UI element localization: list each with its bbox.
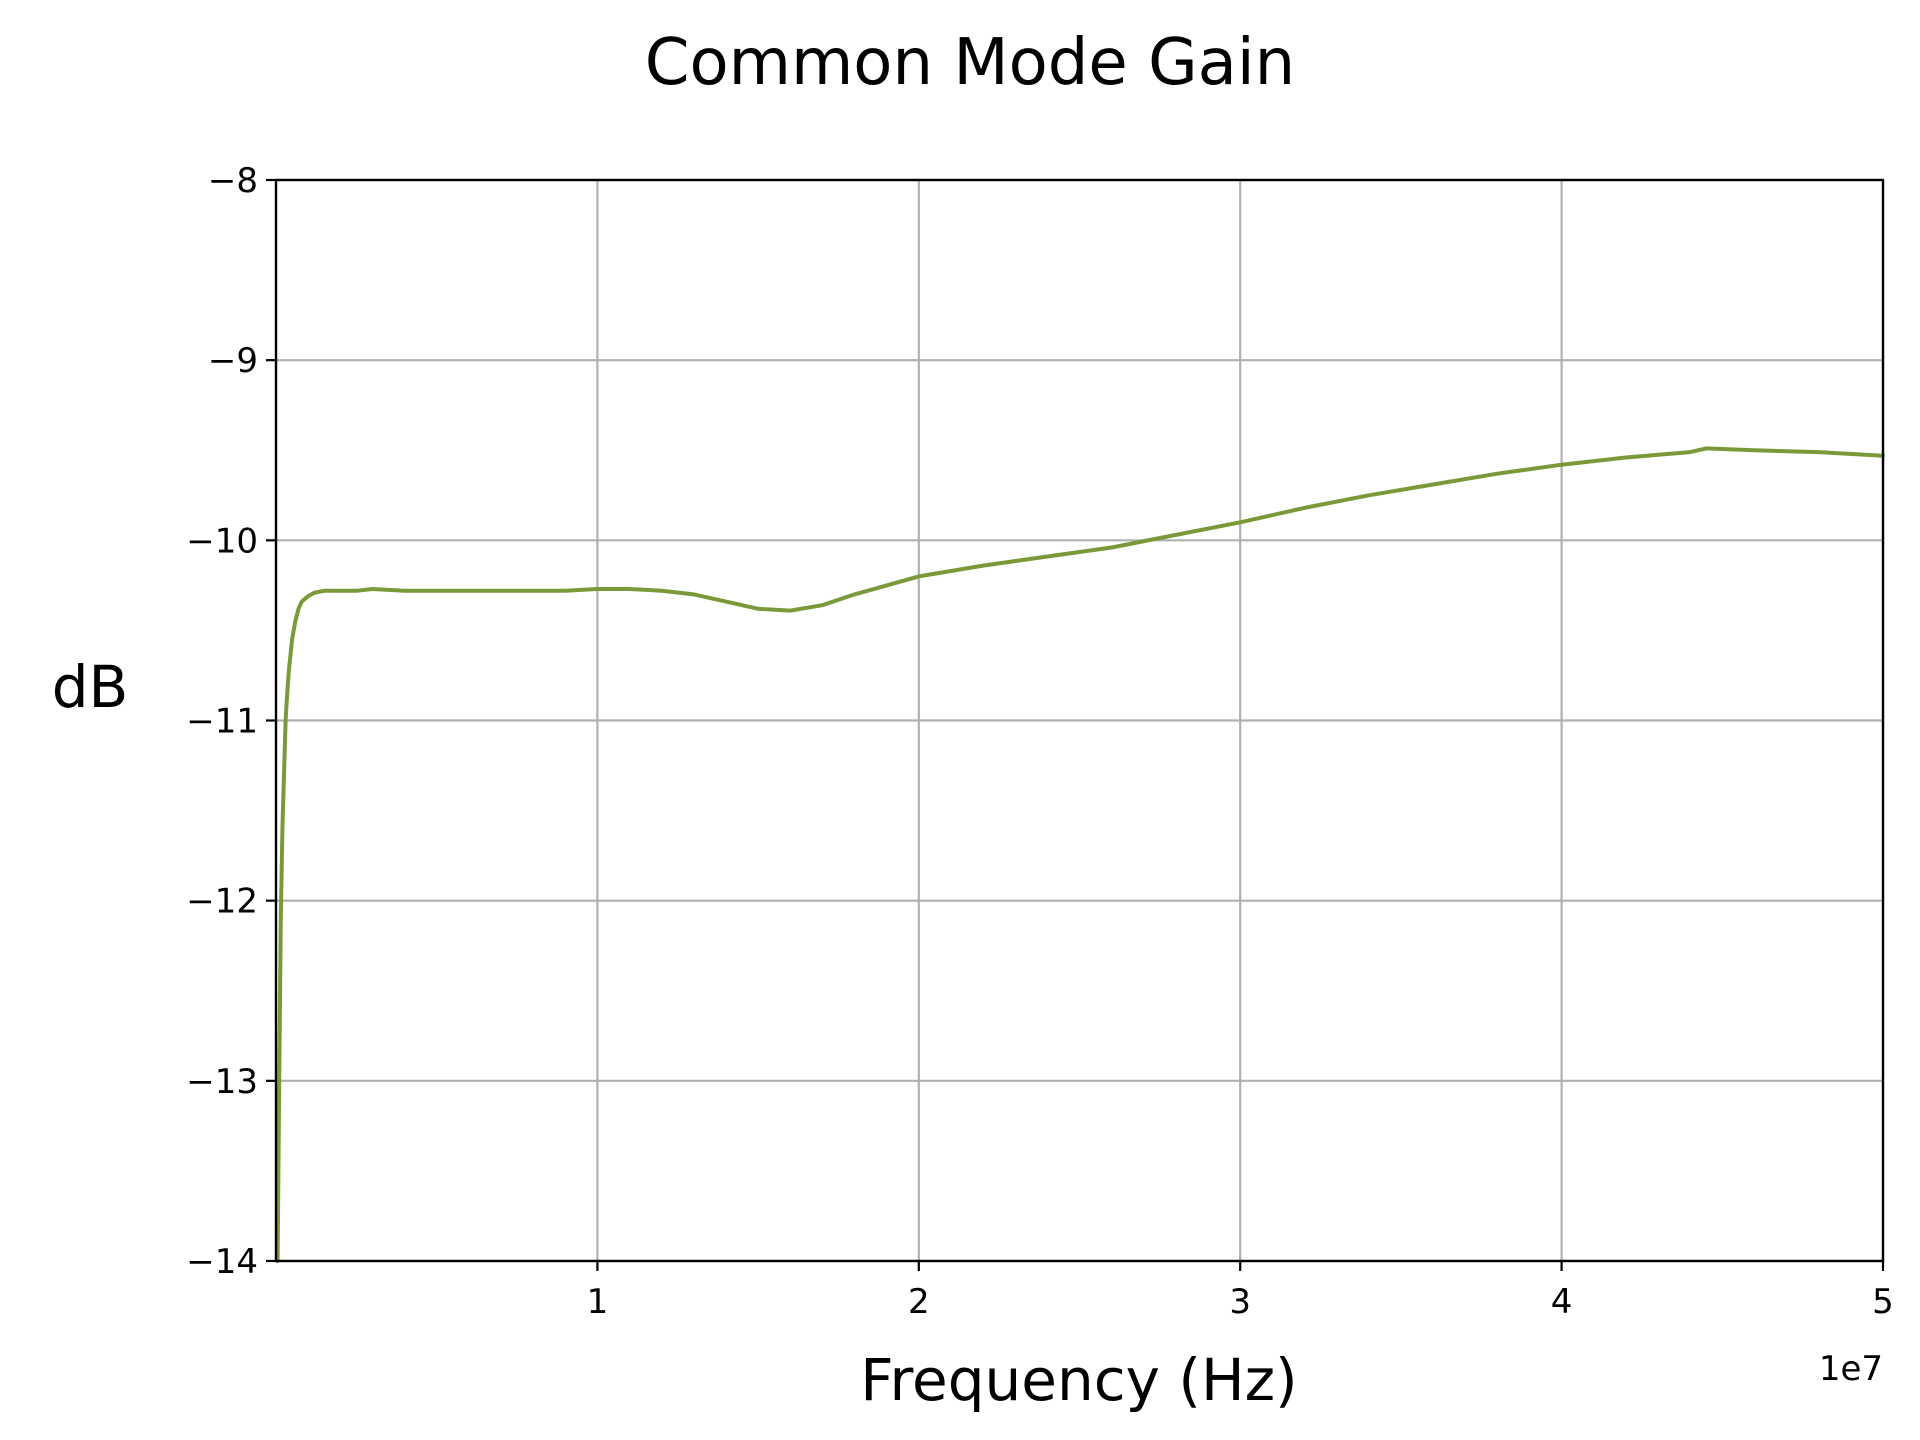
y-axis-label: dB <box>52 653 129 721</box>
x-tick-label: 1 <box>587 1282 609 1322</box>
x-axis-offset-text: 1e7 <box>1819 1349 1883 1389</box>
y-tick-label: −12 <box>186 882 258 922</box>
x-tick-label: 4 <box>1551 1282 1573 1322</box>
x-tick-label: 3 <box>1229 1282 1251 1322</box>
series-group <box>275 446 1885 1263</box>
series-line <box>275 446 1885 1263</box>
y-tick-label: −14 <box>186 1242 258 1282</box>
grid <box>276 178 1885 1263</box>
ticks: 1 2 3 4 5 −14 −13 −12 −11 −10 −9 −8 <box>186 161 1894 1322</box>
x-tick-label: 2 <box>908 1282 930 1322</box>
y-tick-label: −8 <box>208 161 258 201</box>
y-tick-label: −10 <box>186 521 258 561</box>
chart-title: Common Mode Gain <box>645 26 1295 100</box>
y-tick-label: −9 <box>208 341 258 381</box>
x-axis-label: Frequency (Hz) <box>860 1346 1297 1414</box>
x-tick-label: 5 <box>1872 1282 1894 1322</box>
y-tick-label: −13 <box>186 1062 258 1102</box>
y-tick-label: −11 <box>186 702 258 742</box>
